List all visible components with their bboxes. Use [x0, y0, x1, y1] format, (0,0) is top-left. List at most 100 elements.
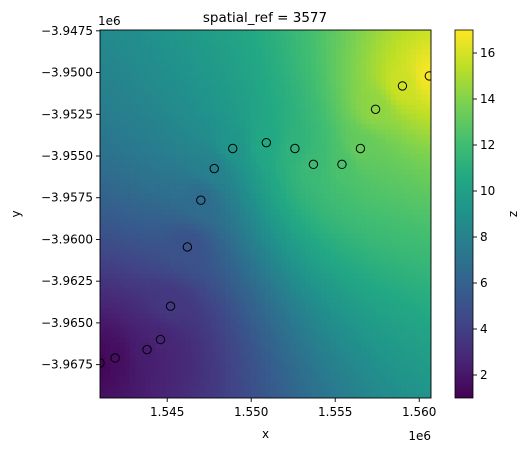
- heatmap-cell: [420, 328, 427, 334]
- heatmap-cell: [260, 199, 267, 205]
- heatmap-cell: [425, 89, 431, 96]
- heatmap-cell: [420, 144, 427, 150]
- heatmap-cell: [365, 54, 372, 61]
- heatmap-cell: [335, 343, 342, 349]
- heatmap-cell: [180, 149, 186, 155]
- heatmap-cell: [265, 169, 272, 175]
- heatmap-cell: [250, 124, 257, 131]
- heatmap-cell: [340, 378, 347, 384]
- heatmap-cell: [355, 114, 362, 121]
- heatmap-cell: [105, 328, 111, 334]
- heatmap-cell: [235, 184, 242, 190]
- heatmap-cell: [345, 243, 352, 250]
- heatmap-cell: [150, 318, 156, 324]
- heatmap-cell: [340, 79, 347, 86]
- heatmap-cell: [370, 238, 377, 245]
- heatmap-cell: [270, 154, 277, 160]
- heatmap-cell: [415, 34, 422, 41]
- heatmap-cell: [250, 109, 257, 116]
- heatmap-cell: [395, 59, 402, 66]
- heatmap-cell: [255, 318, 262, 324]
- heatmap-cell: [320, 59, 327, 66]
- heatmap-cell: [315, 383, 322, 389]
- heatmap-cell: [285, 223, 292, 230]
- heatmap-cell: [250, 348, 257, 354]
- heatmap-cell: [185, 104, 191, 111]
- heatmap-cell: [300, 388, 307, 394]
- heatmap-cell: [100, 34, 106, 41]
- heatmap-cell: [130, 303, 136, 310]
- heatmap-cell: [410, 194, 417, 200]
- heatmap-cell: [300, 373, 307, 379]
- heatmap-cell: [215, 49, 221, 56]
- heatmap-cell: [380, 233, 387, 240]
- heatmap-cell: [220, 313, 226, 320]
- heatmap-cell: [365, 323, 372, 329]
- heatmap-cell: [290, 363, 297, 369]
- heatmap-cell: [315, 328, 322, 334]
- heatmap-cell: [365, 124, 372, 131]
- heatmap-cell: [155, 134, 161, 140]
- heatmap-cell: [305, 243, 312, 250]
- heatmap-cell: [350, 358, 357, 364]
- heatmap-cell: [365, 378, 372, 384]
- heatmap-cell: [420, 214, 427, 220]
- heatmap-cell: [390, 263, 397, 270]
- heatmap-cell: [425, 44, 431, 51]
- heatmap-cell: [240, 209, 247, 215]
- heatmap-cell: [250, 373, 257, 379]
- heatmap-cell: [110, 124, 116, 131]
- heatmap-cell: [335, 34, 342, 41]
- heatmap-cell: [425, 124, 431, 131]
- heatmap-cell: [165, 258, 171, 265]
- heatmap-cell: [255, 258, 262, 265]
- heatmap-cell: [240, 278, 247, 285]
- heatmap-cell: [345, 268, 352, 275]
- heatmap-cell: [255, 209, 262, 215]
- heatmap-cell: [145, 333, 151, 339]
- heatmap-cell: [360, 338, 367, 344]
- heatmap-cell: [210, 268, 216, 275]
- heatmap-cell: [420, 293, 427, 300]
- heatmap-cell: [140, 238, 146, 245]
- heatmap-cell: [190, 223, 196, 230]
- heatmap-cell: [420, 34, 427, 41]
- heatmap-cell: [355, 199, 362, 205]
- heatmap-cell: [290, 268, 297, 275]
- heatmap-cell: [385, 159, 392, 165]
- heatmap-cell: [115, 223, 121, 230]
- heatmap-cell: [350, 233, 357, 240]
- heatmap-cell: [335, 139, 342, 145]
- heatmap-cell: [190, 74, 196, 81]
- heatmap-cell: [130, 109, 136, 116]
- heatmap-cell: [325, 134, 332, 140]
- heatmap-cell: [260, 214, 267, 220]
- heatmap-cell: [230, 243, 237, 250]
- heatmap-cell: [140, 343, 146, 349]
- heatmap-cell: [165, 189, 171, 195]
- heatmap-cell: [130, 214, 136, 220]
- heatmap-cell: [355, 164, 362, 170]
- heatmap-cell: [190, 159, 196, 165]
- heatmap-cell: [125, 89, 131, 96]
- heatmap-cell: [415, 253, 422, 260]
- heatmap-cell: [425, 159, 431, 165]
- heatmap-cell: [345, 194, 352, 200]
- heatmap-cell: [120, 134, 126, 140]
- heatmap-cell: [275, 64, 282, 71]
- heatmap-cell: [390, 233, 397, 240]
- heatmap-cell: [190, 134, 196, 140]
- heatmap-cell: [360, 268, 367, 275]
- heatmap-cell: [115, 194, 121, 200]
- heatmap-cell: [290, 288, 297, 295]
- heatmap-cell: [410, 164, 417, 170]
- heatmap-cell: [425, 204, 431, 210]
- heatmap-cell: [370, 149, 377, 155]
- heatmap-cell: [135, 378, 141, 384]
- heatmap-cell: [415, 189, 422, 195]
- heatmap-cell: [125, 343, 131, 349]
- colorbar-tick-label: 12: [480, 138, 495, 152]
- heatmap-cell: [195, 293, 201, 300]
- heatmap-cell: [290, 343, 297, 349]
- heatmap-cell: [385, 164, 392, 170]
